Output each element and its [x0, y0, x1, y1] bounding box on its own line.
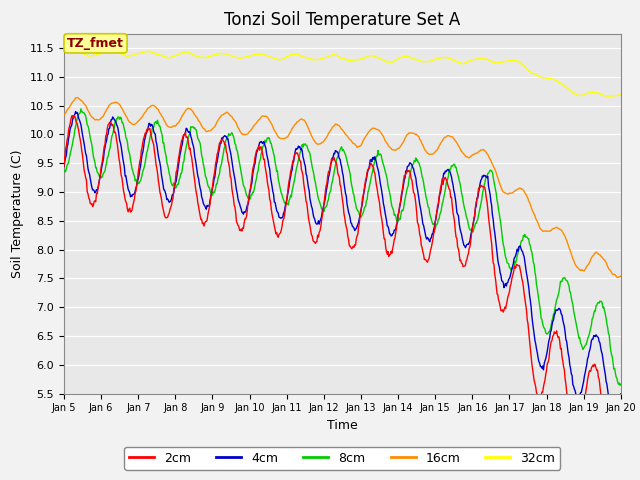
Y-axis label: Soil Temperature (C): Soil Temperature (C): [11, 149, 24, 278]
Title: Tonzi Soil Temperature Set A: Tonzi Soil Temperature Set A: [224, 11, 461, 29]
Text: TZ_fmet: TZ_fmet: [67, 37, 124, 50]
X-axis label: Time: Time: [327, 419, 358, 432]
Legend: 2cm, 4cm, 8cm, 16cm, 32cm: 2cm, 4cm, 8cm, 16cm, 32cm: [124, 447, 561, 469]
